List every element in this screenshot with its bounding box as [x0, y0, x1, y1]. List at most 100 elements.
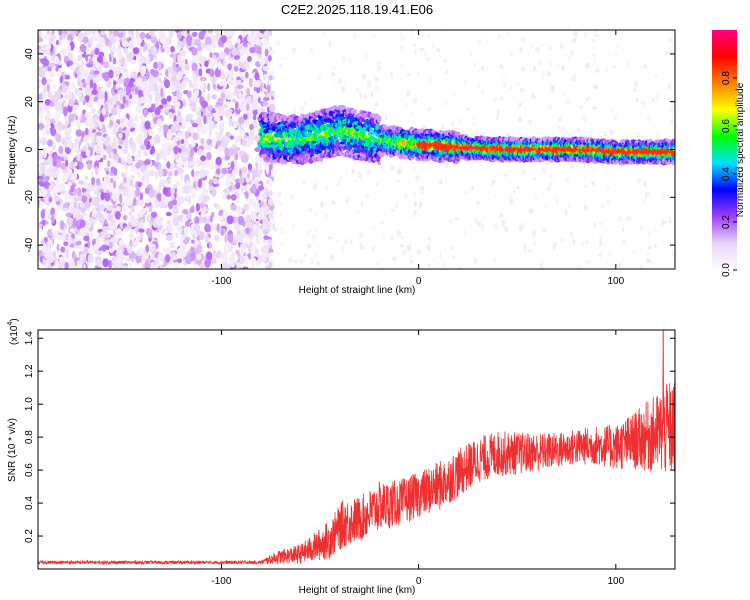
background-cell	[583, 204, 588, 211]
noise-cell	[259, 215, 265, 220]
background-cell	[351, 168, 355, 174]
noise-cell	[114, 211, 121, 220]
noise-cell	[251, 183, 257, 192]
background-cell	[585, 240, 590, 245]
background-cell	[644, 191, 648, 199]
noise-cell	[174, 169, 178, 177]
background-cell	[405, 90, 411, 97]
noise-cell	[188, 99, 192, 105]
noise-cell	[171, 137, 178, 147]
background-cell	[573, 235, 576, 241]
background-cell	[550, 85, 556, 92]
background-cell	[424, 50, 428, 57]
noise-cell	[45, 207, 50, 216]
noise-cell	[81, 206, 86, 214]
noise-cell	[124, 226, 132, 231]
background-cell	[621, 258, 625, 263]
background-cell	[474, 217, 478, 224]
noise-cell	[173, 262, 179, 268]
background-cell	[490, 182, 495, 187]
noise-cell	[165, 254, 171, 263]
noise-cell	[192, 181, 197, 188]
noise-cell	[52, 84, 57, 90]
noise-cell	[56, 234, 64, 241]
background-cell	[273, 228, 278, 232]
noise-cell	[117, 89, 124, 95]
noise-cell	[121, 172, 125, 178]
noise-cell	[191, 239, 195, 244]
background-cell	[381, 235, 387, 240]
background-cell	[647, 245, 652, 251]
background-cell	[311, 235, 317, 239]
noise-cell	[241, 166, 248, 175]
noise-cell	[236, 84, 244, 90]
noise-cell	[244, 71, 249, 79]
noise-cell	[151, 103, 156, 110]
noise-cell	[179, 226, 183, 234]
noise-cell	[79, 161, 83, 170]
noise-cell	[245, 214, 252, 223]
background-cell	[570, 231, 574, 237]
noise-cell	[252, 98, 258, 103]
noise-cell	[157, 252, 164, 262]
noise-cell	[158, 77, 162, 83]
noise-cell	[58, 39, 62, 46]
noise-cell	[53, 195, 60, 202]
noise-cell	[50, 70, 55, 78]
noise-cell	[159, 264, 164, 269]
background-cell	[272, 92, 277, 98]
background-cell	[536, 47, 540, 53]
noise-cell	[108, 64, 116, 71]
noise-cell	[245, 95, 252, 105]
background-cell	[395, 178, 400, 184]
noise-cell	[137, 235, 142, 242]
noise-cell	[137, 77, 143, 86]
noise-cell	[66, 193, 71, 202]
noise-cell	[104, 192, 111, 202]
noise-cell	[61, 32, 66, 39]
noise-cell	[227, 108, 233, 114]
background-cell	[593, 33, 599, 37]
noise-cell	[67, 233, 71, 242]
background-cell	[636, 132, 641, 136]
background-cell	[599, 221, 603, 226]
background-cell	[588, 96, 591, 100]
noise-cell	[102, 60, 110, 69]
noise-cell	[134, 114, 139, 122]
noise-cell	[177, 258, 182, 264]
noise-cell	[161, 203, 167, 209]
noise-cell	[186, 34, 193, 44]
background-cell	[291, 47, 297, 53]
background-cell	[443, 263, 446, 268]
noise-cell	[235, 206, 243, 215]
background-cell	[546, 71, 551, 76]
noise-cell	[220, 35, 227, 44]
noise-cell	[56, 243, 60, 252]
noise-cell	[52, 250, 56, 259]
background-cell	[343, 239, 349, 245]
background-cell	[548, 61, 552, 68]
noise-cell	[224, 234, 228, 243]
noise-cell	[176, 247, 184, 256]
noise-cell	[240, 75, 245, 80]
background-cell	[473, 62, 476, 67]
noise-cell	[83, 201, 91, 208]
background-cell	[654, 74, 658, 79]
background-cell	[468, 160, 474, 167]
noise-cell	[196, 229, 201, 236]
noise-cell	[55, 39, 60, 46]
noise-cell	[59, 220, 65, 230]
noise-cell	[202, 188, 209, 197]
noise-cell	[134, 154, 139, 164]
background-cell	[498, 213, 504, 218]
noise-cell	[137, 89, 143, 97]
noise-cell	[182, 208, 189, 215]
noise-cell	[191, 47, 198, 56]
background-cell	[646, 252, 650, 257]
noise-cell	[87, 239, 91, 249]
noise-cell	[71, 207, 77, 214]
noise-cell	[262, 65, 270, 72]
noise-cell	[195, 158, 200, 168]
